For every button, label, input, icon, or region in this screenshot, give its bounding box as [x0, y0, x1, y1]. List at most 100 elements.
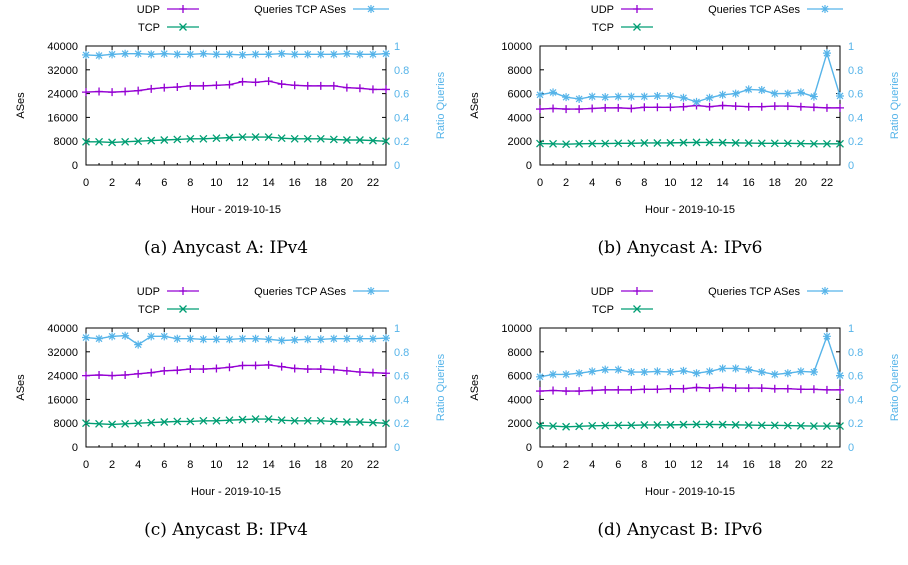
x-axis-label: Hour - 2019-10-15: [645, 486, 735, 498]
y-tick-label: 16000: [47, 112, 78, 124]
series-tcp: [82, 415, 390, 429]
data-point-queries-tcp: [264, 335, 273, 344]
data-point-queries-tcp: [796, 88, 805, 97]
data-point-udp: [264, 77, 273, 86]
x-tick-label: 10: [664, 459, 676, 471]
data-point-queries-tcp: [121, 49, 130, 58]
data-point-queries-tcp: [303, 50, 312, 59]
data-point-queries-tcp: [173, 50, 182, 59]
legend-label-queries-tcp: Queries TCP ASes: [708, 286, 800, 298]
x-tick-label: 2: [109, 177, 115, 189]
data-point-udp: [653, 103, 662, 112]
data-point-tcp: [355, 136, 364, 144]
data-point-queries-tcp: [666, 91, 675, 100]
data-point-udp: [121, 87, 130, 96]
series-line-tcp: [86, 136, 387, 144]
data-point-queries-tcp: [277, 336, 286, 345]
data-point-tcp: [264, 133, 273, 141]
data-point-udp: [160, 366, 169, 375]
y-tick-label: 2000: [508, 418, 532, 430]
data-point-udp: [264, 360, 273, 369]
data-point-udp: [744, 384, 753, 393]
data-point-tcp: [614, 139, 623, 148]
data-point-queries-tcp: [316, 335, 325, 344]
x-tick-label: 0: [83, 177, 89, 189]
data-point-tcp: [653, 139, 662, 147]
x-tick-label: 14: [716, 177, 728, 189]
x-tick-label: 14: [262, 459, 274, 471]
data-point-tcp: [562, 422, 571, 431]
data-point-udp: [382, 85, 390, 94]
data-point-udp: [705, 102, 714, 111]
y2-axis-label: Ratio Queries: [889, 71, 901, 139]
x-tick-label: 18: [769, 459, 781, 471]
data-point-tcp: [329, 135, 338, 144]
series-udp: [536, 383, 844, 396]
series-queries-tcp: [82, 331, 390, 349]
y2-axis-label: Ratio Queries: [435, 71, 447, 139]
data-point-queries-tcp: [796, 367, 805, 376]
data-point-queries-tcp: [368, 334, 377, 343]
data-point-tcp: [653, 421, 662, 429]
data-point-queries-tcp: [836, 91, 844, 100]
data-point-queries-tcp: [614, 365, 623, 374]
data-point-tcp: [705, 420, 714, 429]
data-point-tcp: [342, 418, 351, 426]
data-point-udp: [95, 371, 104, 380]
data-point-udp: [382, 369, 390, 378]
data-point-queries-tcp: [666, 368, 675, 377]
series-line-queries-tcp: [539, 334, 841, 378]
data-point-tcp: [382, 419, 390, 428]
data-point-tcp: [679, 420, 688, 429]
data-point-queries-tcp: [290, 335, 299, 344]
x-tick-label: 22: [821, 459, 833, 471]
data-point-tcp: [536, 421, 544, 430]
chart-panel-c: UDP Queries TCP ASes TCP 0 8000 16000 24000 320…: [15, 286, 447, 540]
data-point-udp: [277, 362, 286, 371]
x-tick-label: 12: [236, 177, 248, 189]
data-point-tcp: [199, 134, 208, 143]
data-point-tcp: [290, 416, 299, 425]
y-tick-label: 10000: [501, 41, 532, 53]
data-point-queries-tcp: [303, 335, 312, 344]
data-point-tcp: [290, 134, 299, 143]
x-tick-label: 6: [161, 459, 167, 471]
data-point-tcp: [770, 421, 779, 430]
data-point-udp: [342, 83, 351, 92]
data-point-udp: [251, 361, 260, 370]
data-point-udp: [212, 81, 221, 90]
data-point-tcp: [212, 416, 221, 425]
data-point-udp: [718, 101, 727, 110]
data-point-queries-tcp: [212, 335, 221, 344]
legend-label-udp: UDP: [137, 4, 160, 16]
y2-tick-label: 0.4: [848, 112, 863, 124]
data-point-queries-tcp: [251, 50, 260, 59]
data-point-tcp: [147, 418, 156, 427]
legend-label-tcp: TCP: [138, 22, 160, 34]
legend-label-queries-tcp: Queries TCP ASes: [708, 4, 800, 16]
data-point-udp: [368, 85, 377, 94]
data-point-queries-tcp: [640, 92, 649, 101]
caption: (d) Anycast B: IPv6: [597, 520, 762, 540]
data-point-queries-tcp: [108, 332, 117, 341]
data-point-queries-tcp: [342, 334, 351, 343]
series-tcp: [82, 133, 390, 147]
data-point-tcp: [342, 136, 351, 144]
x-tick-label: 22: [367, 177, 379, 189]
data-point-tcp: [757, 421, 766, 430]
data-point-queries-tcp: [705, 367, 714, 376]
data-point-queries-tcp: [770, 89, 779, 98]
y-tick-label: 0: [72, 160, 78, 172]
data-point-queries-tcp: [160, 332, 169, 341]
data-point-tcp: [264, 415, 273, 423]
x-tick-label: 0: [83, 459, 89, 471]
legend-marker-queries-tcp: [821, 287, 829, 295]
legend-label-udp: UDP: [137, 286, 160, 298]
series-line-tcp: [539, 423, 840, 428]
data-point-tcp: [199, 416, 208, 425]
data-point-tcp: [368, 136, 377, 145]
data-point-tcp: [160, 136, 169, 144]
data-point-tcp: [744, 139, 753, 148]
data-point-udp: [679, 384, 688, 393]
x-tick-label: 8: [187, 177, 193, 189]
